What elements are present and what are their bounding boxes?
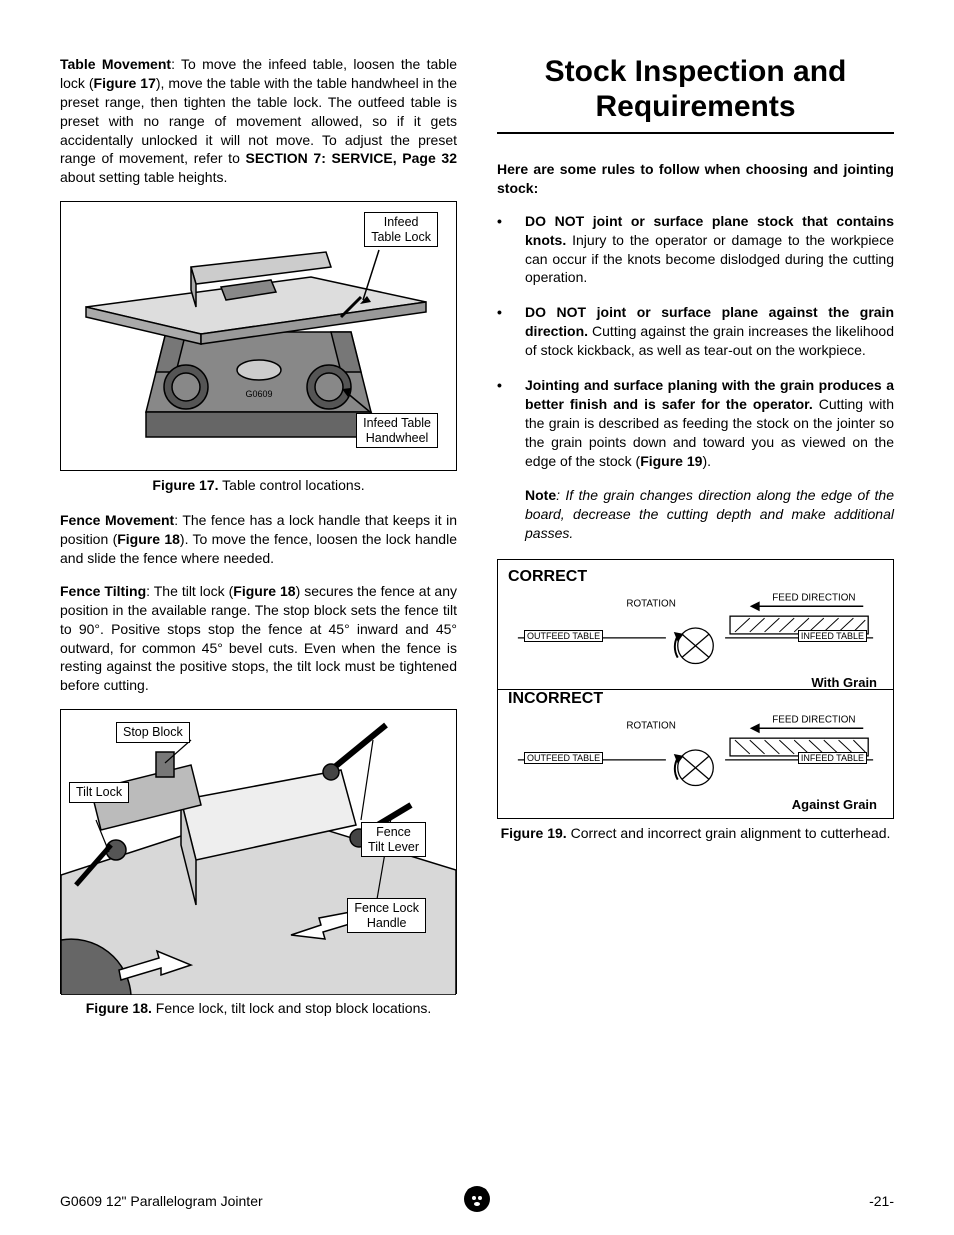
tilt-lock-label: Tilt Lock — [69, 782, 129, 802]
correct-block: CORRECT — [508, 568, 883, 689]
page-footer: G0609 12" Parallelogram Jointer -21- — [60, 1193, 894, 1209]
figure-19-caption: Figure 19. Correct and incorrect grain a… — [497, 825, 894, 841]
rule-item: • DO NOT joint or surface plane against … — [497, 303, 894, 360]
stop-block-label: Stop Block — [116, 722, 190, 742]
table-movement-label: Table Movement — [60, 56, 171, 72]
footer-right: -21- — [869, 1193, 894, 1209]
note-block: Note: If the grain changes direction alo… — [525, 486, 894, 543]
svg-text:FEED DIRECTION: FEED DIRECTION — [772, 715, 855, 726]
figure-17: G0609 Infeed Table Lock Infeed Table Han… — [60, 201, 457, 471]
footer-left: G0609 12" Parallelogram Jointer — [60, 1193, 263, 1209]
bear-logo-icon — [463, 1185, 491, 1213]
intro-text: Here are some rules to follow when choos… — [497, 160, 894, 198]
fence-tilting-para: Fence Tilting: The tilt lock (Figure 18)… — [60, 582, 457, 695]
section-title: Stock Inspection and Requirements — [497, 55, 894, 124]
svg-text:G0609: G0609 — [245, 389, 272, 399]
figure-17-caption: Figure 17. Table control locations. — [60, 477, 457, 493]
title-rule — [497, 132, 894, 134]
left-column: Table Movement: To move the infeed table… — [60, 55, 457, 1034]
infeed-table-lock-label: Infeed Table Lock — [364, 212, 438, 247]
rule-item: • DO NOT joint or surface plane stock th… — [497, 212, 894, 288]
figure-18-caption: Figure 18. Fence lock, tilt lock and sto… — [60, 1000, 457, 1016]
table-movement-para: Table Movement: To move the infeed table… — [60, 55, 457, 187]
correct-grain-diagram: ROTATION FEED DIRECTION — [508, 588, 883, 668]
figure-18: Stop Block Tilt Lock Fence Tilt Lever Fe… — [60, 709, 457, 994]
fence-tilt-lever-label: Fence Tilt Lever — [361, 822, 426, 857]
right-column: Stock Inspection and Requirements Here a… — [497, 55, 894, 859]
svg-text:ROTATION: ROTATION — [626, 720, 675, 731]
svg-text:ROTATION: ROTATION — [626, 598, 675, 609]
incorrect-block: INCORRECT — [508, 690, 883, 811]
rule-item: • Jointing and surface planing with the … — [497, 376, 894, 470]
infeed-handwheel-label: Infeed Table Handwheel — [356, 413, 438, 448]
incorrect-grain-diagram: ROTATION FEED DIRECTION — [508, 710, 883, 790]
figure-19: CORRECT — [497, 559, 894, 819]
fence-lock-handle-label: Fence Lock Handle — [347, 898, 426, 933]
svg-text:FEED DIRECTION: FEED DIRECTION — [772, 593, 855, 604]
rules-list: • DO NOT joint or surface plane stock th… — [497, 212, 894, 471]
fence-movement-para: Fence Movement: The fence has a lock han… — [60, 511, 457, 568]
